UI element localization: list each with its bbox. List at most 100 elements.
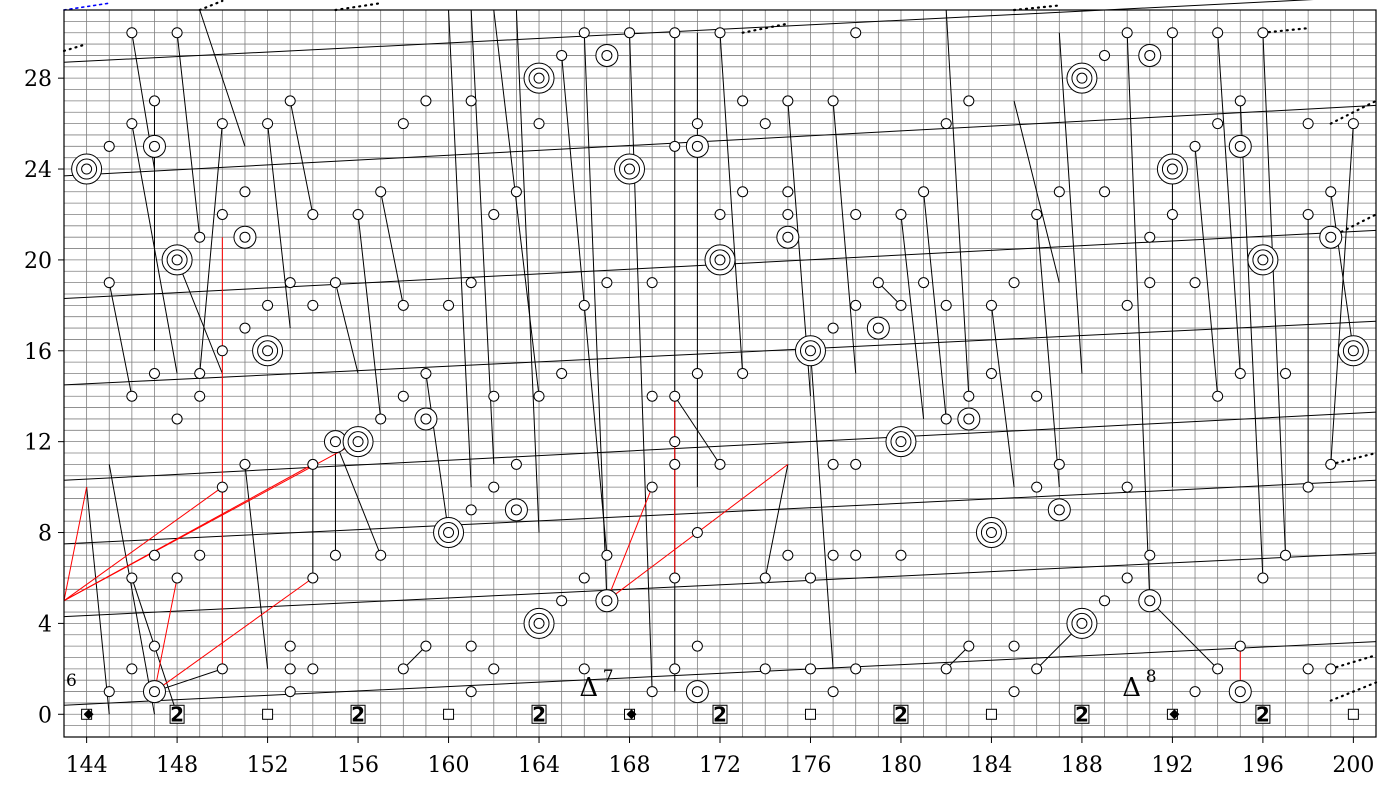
point-marker	[126, 663, 138, 675]
triple-circle-marker	[523, 62, 555, 94]
point-marker	[895, 299, 907, 311]
inner-ring	[533, 72, 545, 84]
point-marker	[1099, 595, 1111, 607]
box-label-text: 2	[1256, 702, 1270, 726]
point-marker	[375, 413, 387, 425]
connector-line	[583, 32, 608, 601]
axis-layer: 144 148 152 156 160 164 168 172 176 180 184 188 192 1…	[24, 9, 1377, 778]
y-tick-label: 16	[24, 340, 52, 365]
box-label-frame	[712, 704, 728, 724]
triple-circle-marker	[1247, 244, 1279, 276]
point-marker	[148, 95, 160, 107]
highlight-line	[153, 577, 178, 692]
point-marker	[940, 299, 952, 311]
inner-ring	[148, 140, 160, 152]
point-marker	[216, 481, 228, 493]
connector-line	[719, 32, 744, 374]
point-marker	[759, 572, 771, 584]
point-marker	[1325, 458, 1337, 470]
delta-symbol: Δ	[1122, 673, 1141, 703]
point-marker	[1166, 208, 1178, 220]
x-tick-label: 164	[518, 753, 560, 778]
point-marker	[262, 118, 274, 130]
box-label-text: 2	[351, 702, 365, 726]
inner-ring	[963, 413, 975, 425]
point-marker	[940, 118, 952, 130]
dotted-end-line	[1329, 681, 1378, 702]
connector-line	[289, 100, 314, 215]
point-marker	[578, 27, 590, 39]
point-marker	[646, 686, 658, 698]
triple-circle-marker	[342, 426, 374, 458]
box-label-text: 2	[1075, 702, 1089, 726]
point-marker	[850, 458, 862, 470]
inner-ring	[1053, 504, 1065, 516]
point-marker	[691, 527, 703, 539]
point-marker	[239, 322, 251, 334]
box-label: 2	[531, 702, 547, 726]
inner-ring	[1144, 49, 1156, 61]
alt-line	[63, 2, 111, 11]
inner-ring	[1166, 163, 1178, 175]
x-tick-label: 176	[789, 753, 831, 778]
inner-ring	[148, 686, 160, 698]
connector-line	[515, 9, 540, 533]
inner-ring	[1076, 72, 1088, 84]
point-marker	[216, 208, 228, 220]
inner-ring	[329, 436, 341, 448]
point-marker	[307, 663, 319, 675]
point-marker	[329, 277, 341, 289]
point-marker	[578, 663, 590, 675]
double-circle-marker	[1228, 680, 1252, 704]
point-marker	[307, 299, 319, 311]
point-marker	[782, 208, 794, 220]
point-marker	[465, 95, 477, 107]
x-tick-label: 152	[247, 753, 289, 778]
inner-ring	[420, 413, 432, 425]
square-marker	[804, 708, 816, 720]
point-marker	[963, 390, 975, 402]
point-marker	[239, 186, 251, 198]
point-marker	[827, 686, 839, 698]
dotted-end-line	[1329, 99, 1378, 125]
point-marker	[850, 208, 862, 220]
point-marker	[1234, 640, 1246, 652]
box-label-frame	[350, 704, 366, 724]
point-marker	[465, 640, 477, 652]
connector-line	[425, 373, 450, 533]
point-marker	[669, 140, 681, 152]
point-marker	[1302, 481, 1314, 493]
double-circle-marker	[685, 134, 709, 158]
triple-circle-marker	[794, 335, 826, 367]
connector-line	[900, 214, 925, 419]
x-tick-label: 200	[1332, 753, 1374, 778]
connector-line	[334, 282, 359, 374]
point-marker	[691, 640, 703, 652]
point-marker	[488, 663, 500, 675]
y-tick-label: 20	[24, 249, 52, 274]
point-marker	[307, 572, 319, 584]
double-circle-marker	[957, 407, 981, 431]
triple-circle-marker	[614, 153, 646, 185]
point-marker	[284, 95, 296, 107]
triple-circle-marker	[704, 244, 736, 276]
point-marker	[669, 663, 681, 675]
point-marker	[895, 208, 907, 220]
point-marker	[1234, 368, 1246, 379]
connector-line	[108, 464, 155, 715]
box-label-text: 2	[713, 702, 727, 726]
box-label-frame	[893, 704, 909, 724]
point-marker	[1325, 186, 1337, 198]
point-marker	[827, 549, 839, 561]
connector-line	[199, 123, 223, 374]
point-marker	[963, 640, 975, 652]
point-marker	[397, 663, 409, 675]
connector-line	[809, 350, 834, 669]
box-label: 2	[169, 702, 185, 726]
double-circle-marker	[1138, 589, 1162, 613]
point-marker	[375, 186, 387, 198]
inner-ring	[1347, 345, 1359, 357]
point-marker	[148, 549, 160, 561]
double-circle-marker	[866, 316, 890, 340]
